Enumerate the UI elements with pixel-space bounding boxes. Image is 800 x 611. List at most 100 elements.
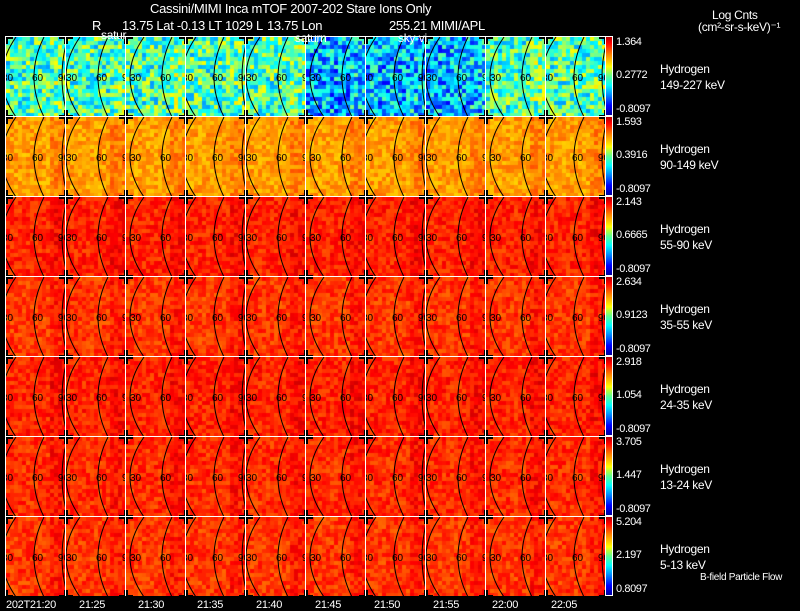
- heatmap-cell: 30 60 90: [65, 436, 125, 516]
- x-tick-label: 21:35: [197, 599, 224, 611]
- heatmap-cell: 30 60 90: [545, 196, 605, 276]
- energy-row: 3060903060903060903060903060903060903060…: [5, 436, 605, 516]
- cross-marker: [546, 190, 553, 196]
- cross-marker: [59, 357, 65, 364]
- cross-marker: [366, 350, 373, 356]
- cross-marker: [59, 197, 65, 204]
- contour-line: [161, 517, 173, 596]
- contour-label: 30: [66, 553, 78, 564]
- cross-marker: [179, 510, 185, 516]
- contour-label: 30: [546, 473, 554, 484]
- contour-label: 90: [418, 393, 425, 404]
- cross-marker: [126, 110, 133, 116]
- cross-marker: [306, 350, 313, 356]
- contour-label: 60: [32, 313, 44, 324]
- contour-label: 60: [32, 393, 44, 404]
- cross-marker: [246, 37, 253, 44]
- contour-label: 60: [456, 233, 468, 244]
- contour-label: 90: [302, 73, 305, 84]
- contour-line: [33, 197, 45, 276]
- contour-label: 60: [212, 553, 224, 564]
- cross-marker: [486, 277, 493, 284]
- colorbar-min-label: -0.8097: [616, 183, 651, 195]
- cross-marker: [486, 37, 493, 44]
- cross-marker: [306, 197, 313, 204]
- cross-marker: [179, 190, 185, 196]
- cross-marker: [59, 117, 65, 124]
- cross-marker: [546, 197, 553, 204]
- contour-label: 60: [392, 393, 404, 404]
- cross-marker: [186, 270, 193, 276]
- contour-label: 30: [130, 313, 142, 324]
- heatmap-cell: 30 60 90: [125, 36, 185, 116]
- cross-marker: [179, 277, 185, 284]
- cross-marker: [359, 110, 365, 116]
- contour-label: 90: [122, 313, 125, 324]
- contour-line: [546, 517, 557, 596]
- cross-marker: [239, 350, 245, 356]
- cross-marker: [306, 117, 313, 124]
- contour-label: 60: [340, 473, 352, 484]
- cross-marker: [546, 590, 553, 596]
- contour-line: [277, 357, 289, 436]
- cross-marker: [6, 277, 13, 284]
- contour-line: [457, 357, 469, 436]
- contour-line: [521, 117, 533, 196]
- contour-line: [341, 197, 353, 276]
- x-tick-label: 21:50: [374, 599, 401, 611]
- contour-label: 90: [482, 153, 485, 164]
- cross-marker: [246, 110, 253, 116]
- contour-label: 60: [96, 553, 108, 564]
- contour-label: 60: [340, 153, 352, 164]
- cross-marker: [479, 430, 485, 436]
- contour-label: 60: [520, 553, 532, 564]
- cross-marker: [486, 190, 493, 196]
- colorbar-max-label: 2.143: [616, 196, 642, 208]
- cross-marker: [359, 437, 365, 444]
- position-readout: 13.75 Lat -0.13 LT 1029 L: [122, 18, 263, 33]
- heatmap-cell: 30 60 90: [305, 516, 365, 596]
- contour-line: [393, 517, 405, 596]
- lon-value: 255.21 MIMI/APL: [389, 18, 485, 33]
- contour-line: [246, 357, 261, 436]
- contour-label: 60: [456, 393, 468, 404]
- cross-marker: [186, 277, 193, 284]
- contour-line: [366, 117, 377, 196]
- contour-line: [426, 37, 441, 116]
- cross-marker: [546, 270, 553, 276]
- contour-label: 60: [96, 313, 108, 324]
- contour-label: 90: [302, 233, 305, 244]
- cross-marker: [119, 430, 125, 436]
- contour-label: 90: [302, 473, 305, 484]
- heatmap-cell: 30 60 90: [425, 436, 485, 516]
- colorbar: [605, 516, 613, 596]
- row-energy-label: 90-149 keV: [660, 158, 719, 172]
- contour-line: [66, 117, 81, 196]
- heatmap-cell: 30 60 90: [305, 436, 365, 516]
- cross-marker: [479, 517, 485, 524]
- contour-label: 30: [366, 553, 374, 564]
- heatmap-cell: 30 60 90: [65, 116, 125, 196]
- contour-label: 60: [160, 393, 172, 404]
- contour-line: [341, 117, 353, 196]
- cross-marker: [366, 517, 373, 524]
- contour-label: 30: [186, 313, 194, 324]
- colorbar-max-label: 5.204: [616, 516, 642, 528]
- contour-line: [421, 46, 425, 108]
- contour-label: 30: [66, 473, 78, 484]
- cross-marker: [246, 350, 253, 356]
- contour-label: 30: [546, 233, 554, 244]
- contour-line: [246, 197, 261, 276]
- contour-line: [393, 117, 405, 196]
- contour-label: 90: [238, 553, 245, 564]
- contour-line: [246, 277, 261, 356]
- contour-label: 30: [426, 393, 438, 404]
- contour-line: [213, 357, 225, 436]
- cross-marker: [486, 590, 493, 596]
- cross-marker: [6, 197, 13, 204]
- contour-label: 60: [392, 233, 404, 244]
- cross-marker: [419, 517, 425, 524]
- cross-marker: [359, 590, 365, 596]
- contour-label: 30: [310, 313, 322, 324]
- cross-marker: [299, 590, 305, 596]
